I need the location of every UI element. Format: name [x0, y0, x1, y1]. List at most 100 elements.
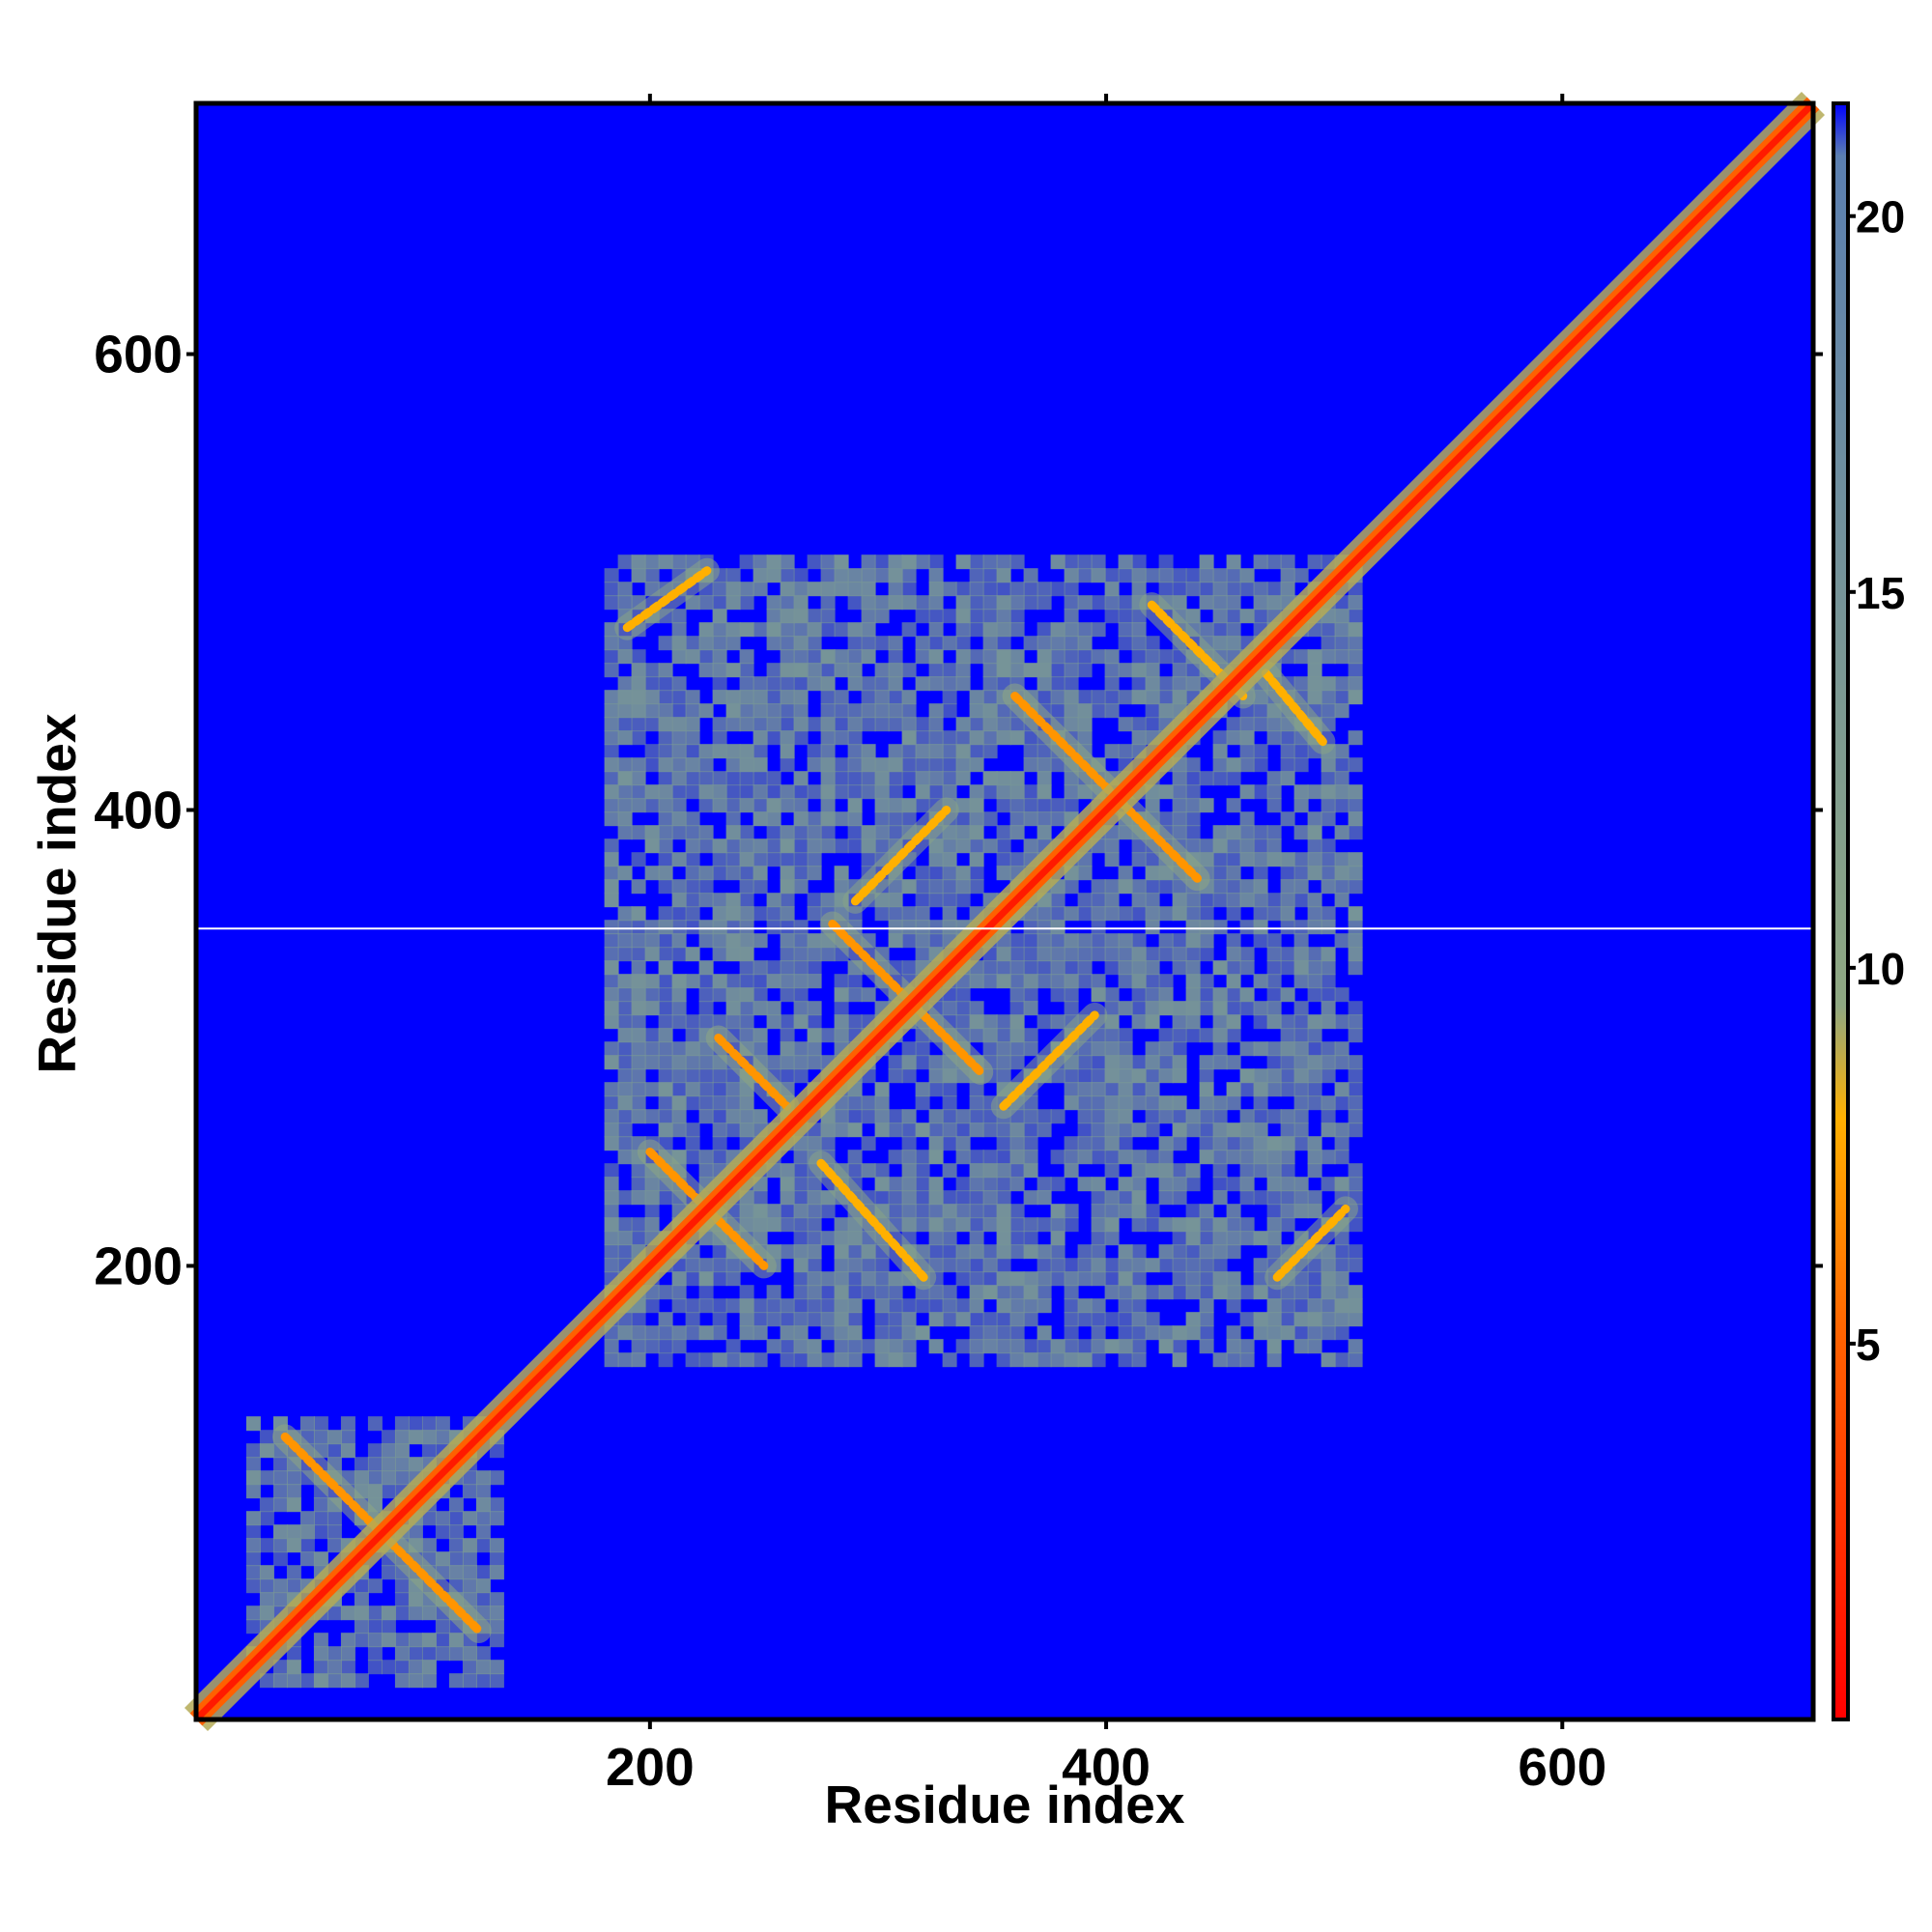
contact-cell	[272, 1457, 288, 1472]
contact-cell	[604, 649, 619, 665]
contact-cell	[888, 1339, 903, 1354]
contact-cell	[1307, 1312, 1322, 1327]
contact-cell	[1091, 1271, 1106, 1287]
contact-cell	[874, 703, 890, 719]
contact-cell	[644, 784, 660, 800]
contact-cell	[685, 730, 700, 746]
contact-cell	[1077, 1271, 1093, 1287]
contact-cell	[712, 1136, 727, 1151]
contact-cell	[847, 784, 863, 800]
contact-cell	[1321, 1095, 1336, 1111]
contact-cell	[1077, 1055, 1093, 1070]
contact-cell	[617, 1001, 633, 1016]
contact-cell	[820, 1285, 836, 1300]
contact-cell	[671, 1095, 687, 1111]
contact-cell	[1064, 1312, 1079, 1327]
contact-cell	[1037, 1339, 1052, 1354]
contact-cell	[367, 1484, 383, 1499]
contact-cell	[1172, 1136, 1187, 1151]
contact-cell	[1104, 1082, 1120, 1097]
contact-cell	[1145, 1325, 1160, 1341]
contact-cell	[1212, 1285, 1228, 1300]
contact-cell	[1064, 1325, 1079, 1341]
contact-cell	[448, 1497, 464, 1513]
contact-cell	[928, 1285, 944, 1300]
contact-cell	[1334, 1136, 1350, 1151]
contact-cell	[834, 703, 849, 719]
contact-cell	[1104, 1258, 1120, 1273]
contact-cell	[1212, 1352, 1228, 1368]
contact-cell	[1009, 582, 1025, 597]
contact-cell	[1321, 1244, 1336, 1260]
contact-cell	[725, 1109, 741, 1124]
contact-cell	[928, 1298, 944, 1314]
contact-cell	[1145, 1082, 1160, 1097]
contact-cell	[1266, 1082, 1282, 1097]
contact-cell	[793, 974, 809, 989]
contact-cell	[928, 1122, 944, 1138]
contact-cell	[942, 730, 957, 746]
contact-cell	[1009, 1325, 1025, 1341]
contact-line	[622, 566, 712, 633]
contact-cell	[631, 947, 646, 962]
contact-cell	[327, 1443, 342, 1459]
contact-cell	[861, 1339, 876, 1354]
contact-cell	[367, 1633, 383, 1648]
contact-cell	[1131, 1352, 1147, 1368]
contact-cell	[394, 1470, 410, 1486]
contact-cell	[1077, 595, 1093, 611]
contact-cell	[671, 1068, 687, 1084]
contact-cell	[712, 744, 727, 759]
contact-cell	[753, 974, 768, 989]
contact-cell	[725, 825, 741, 840]
contact-cell	[1131, 730, 1147, 746]
contact-cell	[1172, 690, 1187, 705]
contact-cell	[834, 690, 849, 705]
contact-cell	[874, 757, 890, 773]
contact-cell	[1064, 1298, 1079, 1314]
contact-cell	[1293, 879, 1309, 895]
contact-cell	[1172, 1352, 1187, 1368]
contact-cell	[671, 1285, 687, 1300]
contact-cell	[698, 1109, 714, 1124]
contact-cell	[1064, 1204, 1079, 1219]
contact-cell	[1050, 1258, 1065, 1273]
contact-cell	[245, 1524, 261, 1540]
contact-cell	[861, 1271, 876, 1287]
contact-cell	[1131, 987, 1147, 1003]
contact-cell	[1185, 1325, 1201, 1341]
contact-cell	[1280, 554, 1295, 570]
contact-cell	[793, 1177, 809, 1192]
contact-cell	[1118, 744, 1133, 759]
contact-cell	[658, 866, 673, 881]
contact-cell	[955, 987, 971, 1003]
contact-cell	[604, 1163, 619, 1179]
contact-cell	[1185, 1217, 1201, 1233]
contact-cell	[1050, 1109, 1065, 1124]
contact-cell	[1023, 1271, 1038, 1287]
contact-cell	[1064, 1285, 1079, 1300]
contact-cell	[1253, 838, 1268, 854]
contact-cell	[1348, 866, 1363, 881]
contact-cell	[1280, 1177, 1295, 1192]
contact-cell	[996, 554, 1011, 570]
contact-cell	[725, 852, 741, 867]
contact-cell	[739, 852, 754, 867]
contact-cell	[901, 1217, 917, 1233]
contact-cell	[1239, 784, 1255, 800]
contact-cell	[996, 771, 1011, 786]
contact-cell	[698, 1001, 714, 1016]
contact-cell	[604, 1217, 619, 1233]
contact-cell	[1064, 1339, 1079, 1354]
contact-cell	[915, 1190, 930, 1206]
contact-cell	[658, 703, 673, 719]
contact-cell	[1199, 1095, 1214, 1111]
contact-cell	[915, 757, 930, 773]
contact-cell	[1307, 1095, 1322, 1111]
contact-cell	[259, 1497, 274, 1513]
contact-cell	[807, 1312, 822, 1327]
contact-cell	[834, 1258, 849, 1273]
contact-cell	[1199, 554, 1214, 570]
contact-cell	[807, 1352, 822, 1368]
contact-cell	[604, 757, 619, 773]
